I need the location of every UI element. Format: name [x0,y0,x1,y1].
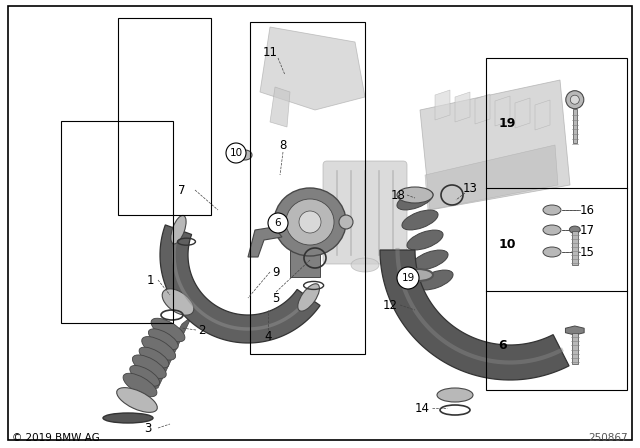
Polygon shape [535,100,550,130]
Polygon shape [142,316,192,392]
Ellipse shape [162,289,194,315]
Ellipse shape [543,225,561,235]
Bar [61,121,173,323]
Ellipse shape [570,226,580,233]
Polygon shape [566,326,584,335]
Ellipse shape [151,318,185,342]
Text: 7: 7 [179,184,186,197]
Text: 14: 14 [415,401,429,414]
Ellipse shape [274,188,346,256]
Ellipse shape [402,210,438,230]
Ellipse shape [339,215,353,229]
Ellipse shape [407,230,443,250]
Polygon shape [495,96,510,126]
Ellipse shape [130,366,159,386]
Ellipse shape [543,247,561,257]
Text: 16: 16 [580,203,595,216]
Ellipse shape [417,270,453,290]
Polygon shape [260,27,365,110]
Text: 5: 5 [272,292,280,305]
Polygon shape [515,98,530,128]
Circle shape [566,90,584,109]
Polygon shape [425,145,558,210]
Ellipse shape [403,269,433,281]
Polygon shape [435,90,450,120]
Polygon shape [290,250,320,277]
Bar [486,58,627,390]
Text: 19: 19 [499,116,516,130]
Ellipse shape [320,204,334,226]
Ellipse shape [116,388,157,412]
Ellipse shape [132,355,166,379]
Text: 250867: 250867 [588,433,628,443]
Ellipse shape [298,284,319,311]
Ellipse shape [238,150,252,160]
Ellipse shape [397,190,433,210]
Circle shape [570,95,579,104]
Ellipse shape [543,205,561,215]
Ellipse shape [351,258,379,272]
Text: 2: 2 [198,323,205,336]
Text: 6: 6 [499,339,507,352]
Circle shape [397,267,419,289]
Polygon shape [248,227,282,257]
Ellipse shape [123,373,157,397]
Bar [573,109,577,143]
Polygon shape [380,250,569,380]
Ellipse shape [412,250,448,270]
Text: 4: 4 [264,329,272,343]
Bar [250,22,365,354]
Ellipse shape [437,388,473,402]
Text: 15: 15 [580,246,595,258]
Ellipse shape [141,336,175,360]
Text: 10: 10 [229,148,243,158]
Ellipse shape [103,413,153,423]
Ellipse shape [286,199,334,245]
Polygon shape [270,87,290,127]
Ellipse shape [299,211,321,233]
Text: © 2019 BMW AG: © 2019 BMW AG [12,433,100,443]
Ellipse shape [139,347,169,368]
Ellipse shape [397,187,433,203]
Bar [572,231,578,266]
Circle shape [226,143,246,163]
Text: 10: 10 [499,238,516,251]
Circle shape [268,213,288,233]
Polygon shape [475,94,490,124]
Bar [118,18,211,215]
Text: 1: 1 [147,273,154,287]
Text: 6: 6 [275,218,282,228]
Polygon shape [420,80,570,210]
Text: 19: 19 [401,273,415,283]
Ellipse shape [148,329,178,349]
Text: 12: 12 [383,298,397,311]
Ellipse shape [171,215,186,244]
Text: 9: 9 [272,266,280,279]
Polygon shape [455,92,470,122]
Text: 8: 8 [279,138,287,151]
Text: 13: 13 [463,181,477,194]
Polygon shape [160,225,320,343]
Text: 17: 17 [580,224,595,237]
Text: 11: 11 [262,46,278,59]
Text: 18: 18 [390,189,405,202]
FancyBboxPatch shape [323,161,407,264]
Bar [572,333,578,365]
Text: 3: 3 [144,422,152,435]
